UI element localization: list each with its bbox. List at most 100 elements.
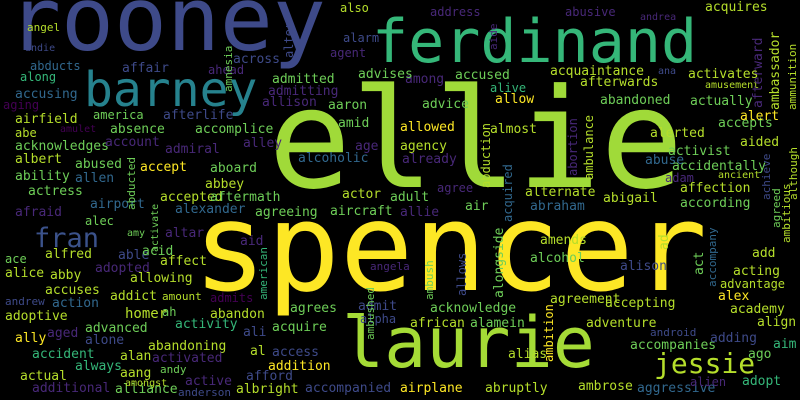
word: ahead <box>208 63 244 77</box>
word: accomplice <box>195 122 273 137</box>
word: activity <box>175 317 238 332</box>
word: acquired <box>501 164 515 222</box>
word: angela <box>370 260 410 273</box>
word: acknowledges <box>15 139 109 154</box>
word: act <box>692 252 707 275</box>
word: actually <box>690 94 753 109</box>
word: abruptly <box>485 381 548 396</box>
word: android <box>650 326 696 339</box>
word: abby <box>50 268 81 283</box>
word: alliance <box>115 382 178 397</box>
word: agreed <box>770 188 783 228</box>
word: jessie <box>654 347 755 380</box>
word: abduction <box>479 123 493 188</box>
word: admitting <box>268 84 338 99</box>
word: andie <box>25 43 55 54</box>
word: american <box>257 247 270 300</box>
word: allow <box>495 92 534 107</box>
word: activates <box>688 67 758 82</box>
word: adoptive <box>5 309 68 324</box>
word: alert <box>740 109 779 124</box>
word: agreement <box>550 292 620 307</box>
word: aide <box>487 24 500 51</box>
word: academy <box>730 302 785 317</box>
word: alcoholic <box>298 151 368 166</box>
word: adding <box>710 331 757 346</box>
word: barney <box>84 62 257 118</box>
word: amongst <box>125 378 167 389</box>
word: alexander <box>175 202 246 217</box>
word: alongside <box>492 227 507 298</box>
word: accepted <box>160 190 223 205</box>
word: amy <box>127 228 145 239</box>
word: action <box>52 296 99 311</box>
word: active <box>185 374 232 389</box>
word: allie <box>400 205 439 220</box>
word: afterwards <box>580 75 658 90</box>
word: alcohol <box>530 251 585 266</box>
word: ally <box>15 331 46 346</box>
word: alerted <box>650 126 705 141</box>
word: agency <box>400 139 447 154</box>
word: adopt <box>742 374 781 389</box>
word: accuses <box>45 283 100 298</box>
word: abused <box>75 157 122 172</box>
word: aboard <box>210 161 257 176</box>
word: according <box>680 196 750 211</box>
word: air <box>465 199 489 214</box>
word: homer <box>125 306 167 322</box>
word: affect <box>160 254 207 269</box>
word: airport <box>90 197 145 212</box>
word: alien <box>690 375 726 389</box>
word: al <box>250 344 266 359</box>
word: accompanied <box>305 381 391 396</box>
word: amnesia <box>222 46 235 92</box>
word: advice <box>422 97 469 112</box>
word: rooney <box>8 0 326 71</box>
word: addict <box>110 289 157 304</box>
word: afterward <box>751 38 766 108</box>
word: abandoned <box>600 93 670 108</box>
word: spencer <box>193 177 707 319</box>
word: andrea <box>640 12 676 23</box>
word: additional <box>32 381 110 396</box>
word: acquaintance <box>550 64 644 79</box>
word: admitted <box>272 72 335 87</box>
word: add <box>752 246 775 261</box>
word: ad <box>657 234 672 250</box>
word: accompany <box>706 227 719 287</box>
word: accidentally <box>672 159 766 174</box>
word: aided <box>740 135 779 150</box>
word: absence <box>110 122 165 137</box>
word: although <box>787 147 800 200</box>
word: amulet <box>60 124 96 135</box>
word: adult <box>390 190 429 205</box>
word: allowing <box>130 271 193 286</box>
word: amid <box>338 116 369 131</box>
word: abducts <box>30 59 81 73</box>
word: aged <box>47 326 78 341</box>
word: andy <box>160 363 187 376</box>
word: accident <box>32 347 95 362</box>
word: already <box>402 152 457 167</box>
word: actual <box>20 369 67 384</box>
word: accusing <box>15 87 78 102</box>
word: advantage <box>720 277 785 291</box>
word: amusement <box>705 80 759 91</box>
word: across <box>233 52 280 67</box>
word: age <box>355 139 379 154</box>
word: ah <box>162 305 176 319</box>
word: albert <box>15 152 62 167</box>
word: allen <box>75 171 114 186</box>
word: alison <box>620 259 667 274</box>
word: ali <box>243 325 266 340</box>
word: acquire <box>272 320 327 335</box>
word: agreeing <box>255 205 318 220</box>
word: alive <box>490 81 526 95</box>
word: ferdinand <box>372 7 697 77</box>
word: affection <box>680 181 750 196</box>
word: ambassador <box>768 32 783 110</box>
word: allows <box>455 253 469 296</box>
word: alpha <box>360 312 396 326</box>
